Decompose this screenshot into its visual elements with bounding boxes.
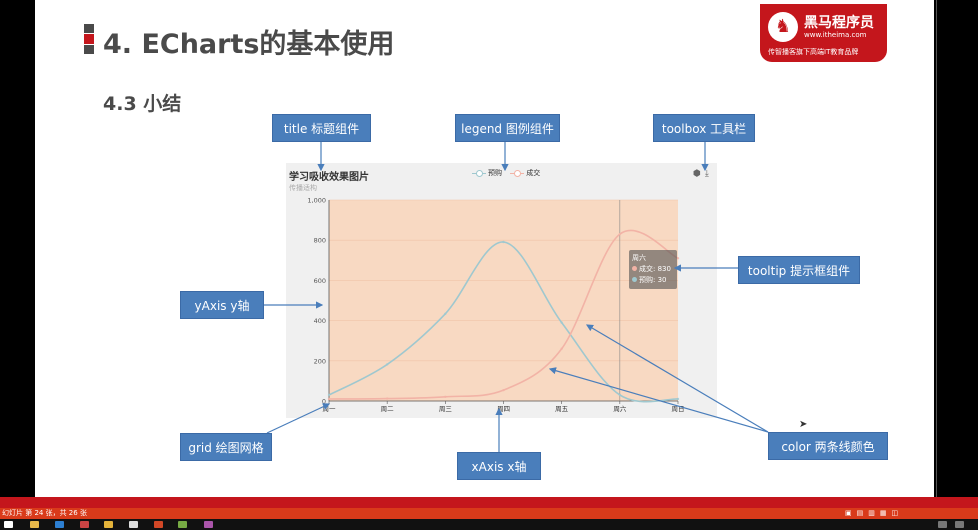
brand-name: 黑马程序员 [804,15,874,31]
tooltip-title: 周六 [632,254,646,262]
brand-logo: ♞ 黑马程序员 www.itheima.com 传智播客旗下高端IT教育品牌 [760,4,887,62]
callout-toolbox: toolbox 工具栏 [653,114,755,142]
callout-legend: legend 图例组件 [455,114,560,142]
chart-tooltip: 周六 成交: 830 预购: 30 [629,250,677,289]
taskbar [0,519,978,530]
title-bullet-icon [84,24,94,54]
brand-url: www.itheima.com [804,31,867,39]
x-tick-label: 周六 [613,404,627,413]
data-point [444,395,447,398]
slide-title: 4. ECharts的基本使用 [103,29,395,60]
x-tick-label: 周五 [555,405,569,413]
x-tick-label: 周日 [672,405,685,413]
data-point [502,388,505,392]
view-controls[interactable]: ▣▤▥▦◫ [845,509,904,517]
callout-color: color 两条线颜色 [768,432,888,460]
app-icon[interactable] [204,521,213,528]
app-icon[interactable] [129,521,138,528]
section-subtitle: 4.3 小结 [103,93,182,115]
y-tick-label: 800 [314,237,326,245]
echarts-chart: 0 200 400 600 800 1,000 周一 周二 周三 周四 周五 周六 周日 学习吸收效果图… [286,163,717,418]
powerpoint-icon[interactable] [154,521,163,528]
tray-icon[interactable] [955,521,964,528]
legend-item-1[interactable]: 成交 [510,168,540,178]
callout-tooltip: tooltip 提示框组件 [738,256,860,284]
data-point [502,240,505,244]
callout-grid: grid 绘图网格 [180,433,272,461]
footer-red-bar [0,497,978,508]
tray-icon[interactable] [938,521,947,528]
data-point [618,393,622,397]
app-icon[interactable] [178,521,187,528]
folder-icon[interactable] [30,521,39,528]
x-tick-label: 周一 [323,405,337,413]
mouse-cursor-icon: ➤ [799,419,808,430]
data-point [327,397,331,401]
slide: 4. ECharts的基本使用 4.3 小结 ♞ 黑马程序员 www.ithei… [35,0,934,497]
chart-subtitle: 传播适构 [289,184,317,192]
callout-xaxis: xAxis x轴 [457,452,541,480]
data-point [618,232,622,236]
x-tick-label: 周四 [497,405,510,413]
data-point [385,363,389,366]
cube-icon[interactable]: ⬢ [693,169,701,179]
app-icon[interactable] [80,521,89,528]
data-point [676,257,680,260]
presenter-sidebar [936,0,978,497]
y-tick-label: 200 [314,357,326,365]
brand-slogan: 传智播客旗下高端IT教育品牌 [768,48,859,56]
x-tick-label: 周二 [381,405,395,413]
data-point [385,397,389,400]
y-tick-label: 0 [322,398,326,406]
download-icon[interactable]: ⤓ [704,169,709,179]
callout-yaxis: yAxis y轴 [180,291,264,319]
data-point [444,312,447,315]
x-tick-label: 周三 [439,405,453,413]
y-tick-label: 400 [314,317,326,325]
chart-legend[interactable]: 预购 成交 [472,168,546,178]
tooltip-row: 成交: 830 [632,264,675,275]
chart-toolbox: ⬢ ⤓ [689,169,709,179]
data-point [560,321,563,324]
chart-title: 学习吸收效果图片 [289,172,369,183]
plot-area [329,200,678,401]
data-point [676,397,680,401]
horse-logo-icon: ♞ [768,12,798,42]
chrome-icon[interactable] [104,521,113,528]
data-point [560,347,563,350]
vscode-icon[interactable] [55,521,64,528]
y-tick-label: 1,000 [307,197,326,205]
callout-title: title 标题组件 [272,114,371,142]
tooltip-row: 预购: 30 [632,275,675,286]
start-icon[interactable] [4,521,13,528]
legend-item-0[interactable]: 预购 [472,168,502,178]
slide-counter: 幻灯片 第 24 张，共 26 张 [2,509,87,517]
status-bar: 幻灯片 第 24 张，共 26 张 ▣▤▥▦◫ [0,508,978,519]
data-point [327,393,331,397]
y-tick-label: 600 [314,277,326,285]
